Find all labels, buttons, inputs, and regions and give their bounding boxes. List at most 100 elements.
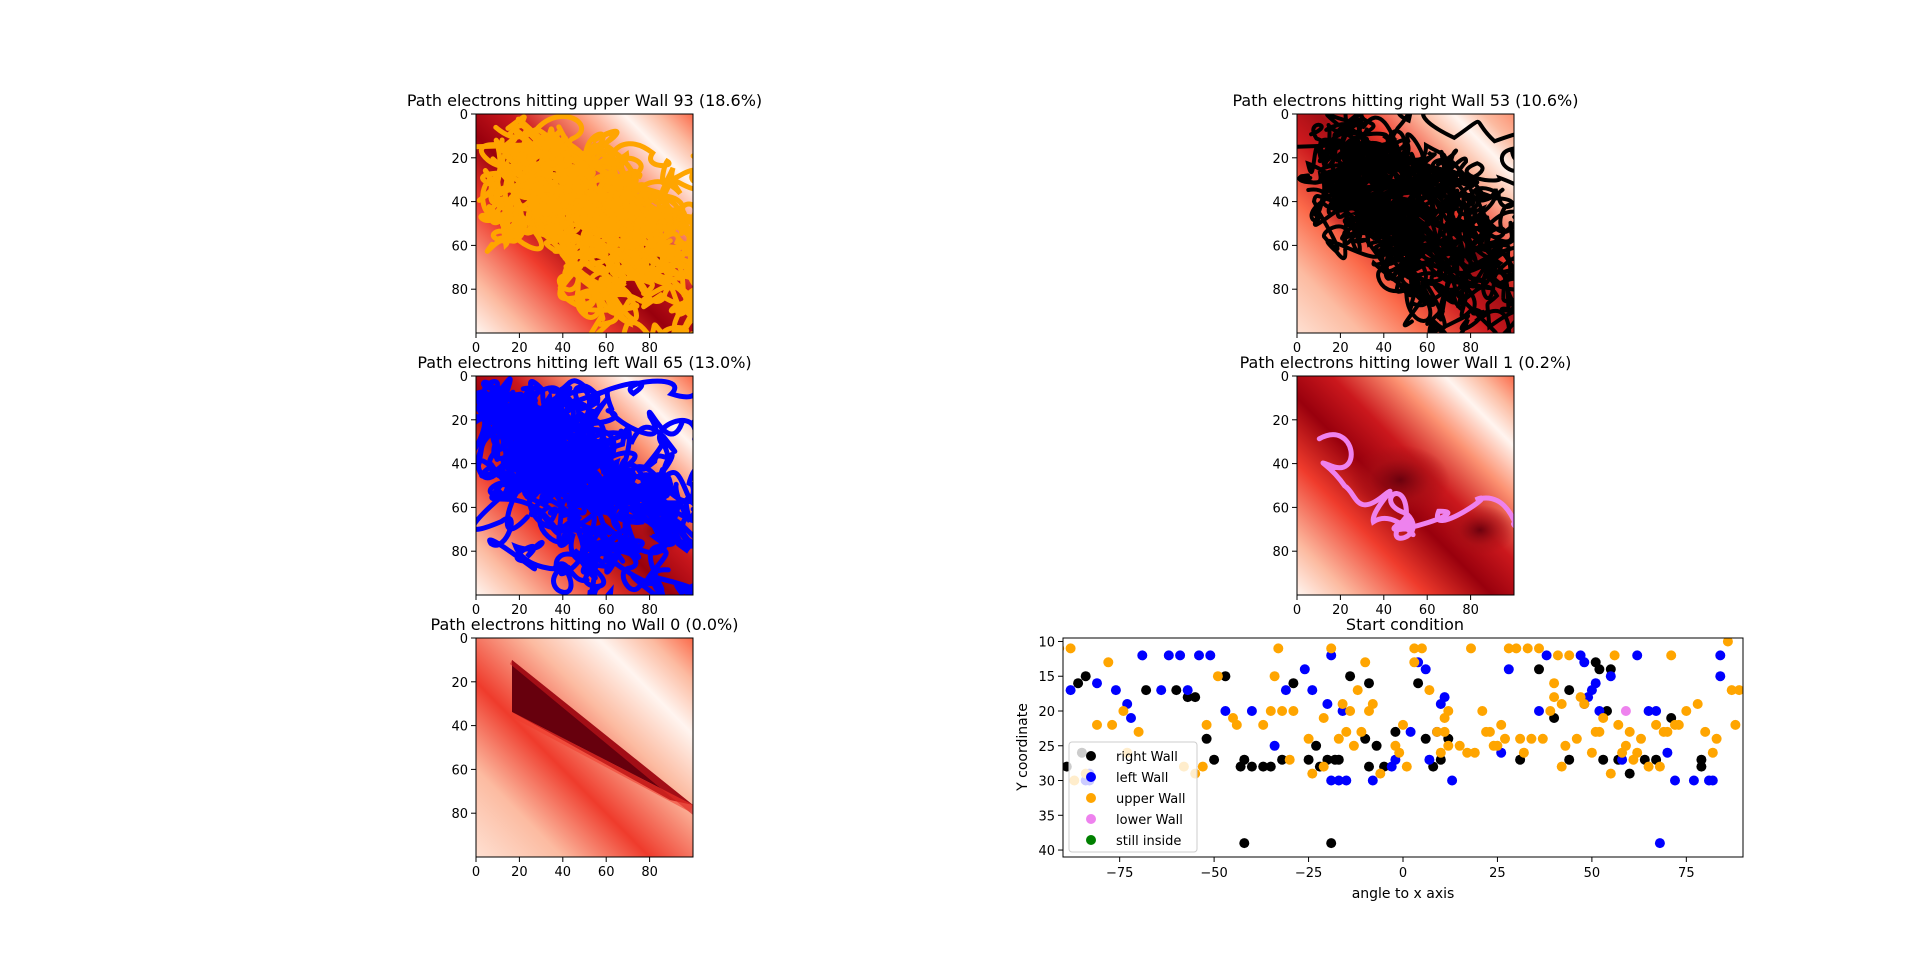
scatter-point (1345, 671, 1356, 682)
legend-marker (1086, 751, 1096, 761)
y-tick-label: 20 (1272, 152, 1289, 167)
legend-label: right Wall (1116, 750, 1178, 765)
y-tick-label: 0 (460, 632, 468, 647)
heatmap-edge (510, 660, 693, 815)
scatter-point (1307, 768, 1318, 779)
scatter-point (1201, 719, 1212, 730)
scatter-point (1537, 733, 1548, 744)
scatter-point (1424, 685, 1435, 696)
scatter-point (1171, 685, 1182, 696)
scatter-point (1586, 747, 1597, 758)
scatter-point (1564, 754, 1575, 765)
scatter-point (1190, 692, 1201, 703)
y-tick-label: 80 (1272, 545, 1289, 560)
scatter-point (1579, 657, 1590, 668)
scatter-point (1269, 740, 1280, 751)
scatter-point (1288, 678, 1299, 689)
scatter-point (1624, 726, 1635, 737)
scatter-point (1364, 761, 1374, 772)
scatter-point (1073, 678, 1084, 689)
legend: right Wall left Wall upper Wall lower Wall s… (1068, 741, 1198, 853)
x-tick-label: 40 (555, 341, 572, 356)
trajectory-path (1360, 127, 1473, 221)
right-wall-title: Path electrons hitting right Wall 53 (10… (1233, 91, 1579, 110)
scatter-point (1564, 685, 1575, 696)
no-wall-panel: Path electrons hitting no Wall 0 (0.0%) … (431, 615, 739, 880)
scatter-point (1515, 733, 1526, 744)
y-tick-label: 60 (1272, 239, 1289, 254)
scatter-point (1326, 775, 1337, 786)
y-tick-label: 60 (1272, 501, 1289, 516)
scatter-point (1416, 643, 1427, 654)
scatter-point (1496, 719, 1507, 730)
scatter-point (1356, 726, 1367, 737)
scatter-point (1443, 706, 1454, 716)
scatter-point (1163, 650, 1174, 661)
x-tick-label: 80 (641, 341, 658, 356)
scatter-point (1681, 706, 1692, 716)
x-tick-label: 80 (1462, 603, 1479, 618)
scatter-point (1594, 664, 1605, 675)
scatter-point (1632, 650, 1643, 661)
scatter-point (1107, 719, 1118, 730)
scatter-point (1439, 692, 1450, 703)
scatter-point (1413, 678, 1424, 689)
y-tick-label: 25 (1038, 740, 1055, 755)
scatter-points (1063, 638, 1743, 849)
scatter-point (1726, 685, 1737, 696)
left-wall-title: Path electrons hitting left Wall 65 (13.… (417, 353, 751, 372)
trajectory-path (476, 142, 537, 150)
scatter-point (1405, 726, 1416, 737)
scatter-point (1571, 733, 1582, 744)
scatter-point (1220, 671, 1231, 682)
x-tick-label: 0 (1293, 341, 1301, 356)
y-tick-label: 20 (1038, 705, 1055, 720)
scatter-point (1636, 733, 1646, 744)
legend-label: left Wall (1116, 771, 1168, 786)
scatter-point (1696, 761, 1707, 772)
scatter-point (1246, 761, 1257, 772)
y-tick-label: 20 (1272, 414, 1289, 429)
axis-ticks: 0 20 40 60 80 0 20 40 60 80 (451, 108, 657, 356)
scatter-point (1182, 685, 1193, 696)
y-tick-label: 40 (451, 720, 468, 735)
scatter-point (1466, 643, 1476, 654)
scatter-point (1092, 678, 1102, 689)
lower-wall-title: Path electrons hitting lower Wall 1 (0.2… (1240, 353, 1572, 372)
y-tick-label: 80 (451, 807, 468, 822)
scatter-point (1137, 650, 1148, 661)
scatter-point (1477, 706, 1488, 716)
scatter-point (1367, 699, 1378, 709)
legend-box (1068, 741, 1198, 853)
legend-label: upper Wall (1116, 792, 1185, 807)
scatter-point (1534, 643, 1544, 654)
trajectory-path (548, 424, 681, 509)
scatter-point (1715, 671, 1726, 682)
heatmap-hotspot (1445, 505, 1514, 555)
scatter-point (1722, 638, 1733, 647)
scatter-point (1435, 747, 1446, 758)
scatter-point (1605, 664, 1616, 675)
start-condition-panel: Start condition −75 −50 −25 0 25 50 75 10 15 20 25… (1015, 615, 1744, 902)
scatter-point (1345, 706, 1356, 716)
scatter-point (1367, 775, 1378, 786)
scatter-point (1337, 699, 1348, 709)
legend-marker (1086, 793, 1096, 803)
trajectory-group (476, 376, 693, 595)
scatter-point (1258, 719, 1269, 730)
scatter-point (1375, 768, 1386, 779)
scatter-point (1654, 838, 1665, 849)
scatter-point (1326, 838, 1337, 849)
scatter-point (1598, 754, 1609, 765)
scatter-point (1326, 643, 1337, 654)
scatter-point (1439, 726, 1450, 737)
scatter-point (1617, 754, 1628, 765)
no-wall-title: Path electrons hitting no Wall 0 (0.0%) (431, 615, 739, 634)
scatter-point (1454, 740, 1465, 751)
scatter-point (1269, 671, 1280, 682)
x-tick-label: 20 (1332, 603, 1349, 618)
scatter-point (1462, 747, 1473, 758)
scatter-point (1609, 650, 1620, 661)
scatter-point (1231, 719, 1242, 730)
